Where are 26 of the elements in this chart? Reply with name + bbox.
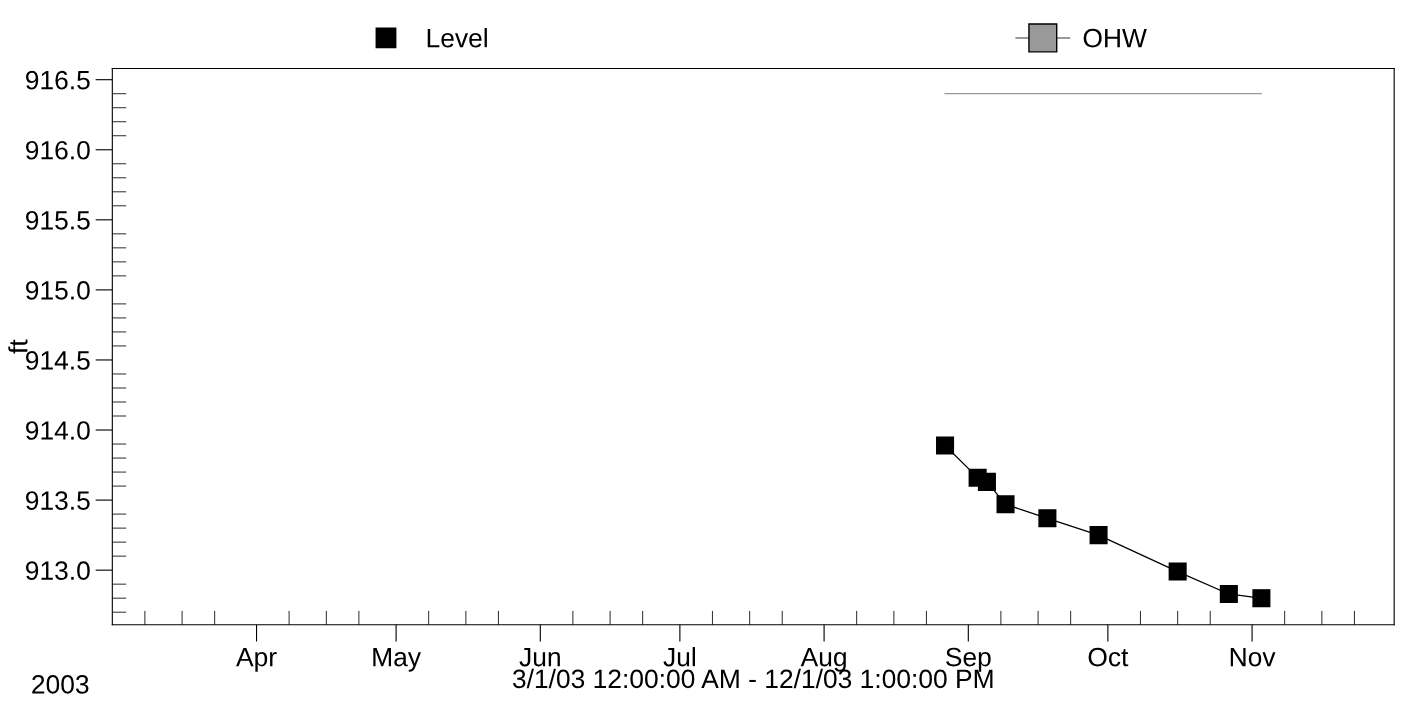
text: 2003 [32,675,89,694]
point [977,472,996,491]
point [1252,589,1271,608]
x-tick-label: May [373,648,421,672]
y-tick-label: 914.5 [26,351,90,370]
point [1168,562,1187,581]
point [996,495,1015,514]
x-tick-label: Nov [1230,648,1276,667]
point [936,436,955,455]
y-tick-label: 914.0 [26,421,90,440]
y-axis-title: ft [8,339,28,354]
y-tick-label: 916.5 [26,70,90,90]
x-tick-label: Apr [236,648,277,672]
y-tick-label: 915.5 [26,210,90,230]
x-tick-label: Jun [519,648,560,667]
y-tick-label: 916.0 [26,140,90,160]
x-tick-label: Jul [663,647,695,667]
legend-label: OHW [1083,28,1147,48]
point [1219,584,1238,604]
point [1038,509,1057,528]
y-tick-label: 913.5 [26,491,90,510]
legend-label: Level [427,28,487,48]
x-tick-label: Oct [1088,647,1129,667]
point [1089,526,1108,545]
y-tick-label: 915.0 [26,281,90,300]
y-tick-label: 913.0 [26,561,90,580]
